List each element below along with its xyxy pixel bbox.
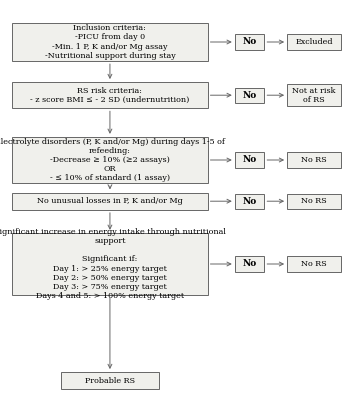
Text: No RS: No RS — [301, 197, 327, 205]
FancyBboxPatch shape — [287, 256, 341, 272]
Text: No: No — [243, 260, 257, 268]
Text: No: No — [243, 38, 257, 46]
FancyBboxPatch shape — [61, 372, 159, 390]
FancyBboxPatch shape — [287, 194, 341, 209]
Text: No: No — [243, 197, 257, 206]
Text: No: No — [243, 156, 257, 164]
Text: Not at risk
of RS: Not at risk of RS — [292, 86, 336, 104]
Text: Electrolyte disorders (P, K and/or Mg) during days 1-5 of
refeeding:
-Decrease ≥: Electrolyte disorders (P, K and/or Mg) d… — [0, 138, 225, 182]
Text: No RS: No RS — [301, 156, 327, 164]
Text: No: No — [243, 91, 257, 100]
FancyBboxPatch shape — [12, 193, 208, 210]
FancyBboxPatch shape — [12, 82, 208, 108]
Text: Excluded: Excluded — [295, 38, 333, 46]
FancyBboxPatch shape — [287, 152, 341, 168]
FancyBboxPatch shape — [235, 256, 265, 272]
FancyBboxPatch shape — [12, 137, 208, 183]
Text: No RS: No RS — [301, 260, 327, 268]
Text: RS risk criteria:
- z score BMI ≤ - 2 SD (undernutrition): RS risk criteria: - z score BMI ≤ - 2 SD… — [30, 86, 190, 104]
FancyBboxPatch shape — [287, 34, 341, 50]
FancyBboxPatch shape — [235, 194, 265, 209]
FancyBboxPatch shape — [12, 233, 208, 295]
FancyBboxPatch shape — [235, 152, 265, 168]
Text: No unusual losses in P, K and/or Mg: No unusual losses in P, K and/or Mg — [37, 197, 183, 205]
FancyBboxPatch shape — [235, 88, 265, 103]
FancyBboxPatch shape — [235, 34, 265, 50]
Text: Probable RS: Probable RS — [85, 377, 135, 385]
FancyBboxPatch shape — [287, 84, 341, 106]
Text: Inclusion criteria:
-PICU from day 0
-Min. 1 P, K and/or Mg assay
-Nutritional s: Inclusion criteria: -PICU from day 0 -Mi… — [45, 24, 175, 60]
Text: Significant increase in energy intake through nutritional
support

Significant i: Significant increase in energy intake th… — [0, 228, 226, 300]
FancyBboxPatch shape — [12, 23, 208, 61]
